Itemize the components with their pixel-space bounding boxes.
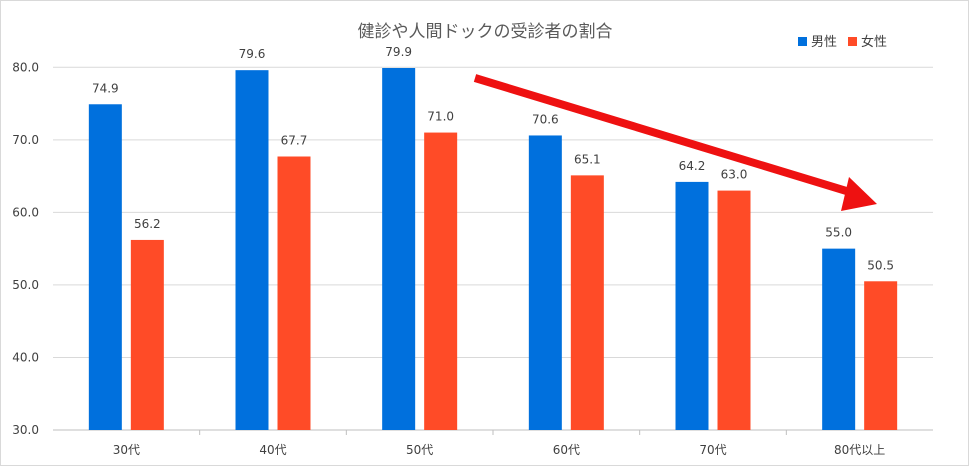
arrow-shaft xyxy=(473,74,855,197)
data-label: 64.2 xyxy=(679,159,706,173)
data-label: 55.0 xyxy=(825,226,852,240)
x-category-label: 70代 xyxy=(699,443,726,457)
data-label: 79.6 xyxy=(239,47,266,61)
data-label: 65.1 xyxy=(574,152,601,166)
bar-female xyxy=(130,239,164,430)
legend: 男性 女性 xyxy=(798,34,887,50)
bar-female xyxy=(424,132,458,430)
bar-female xyxy=(277,156,311,430)
y-axis: 30.0 40.0 50.0 60.0 70.0 80.0 xyxy=(12,60,39,437)
bar-female xyxy=(717,190,751,430)
y-tick-label: 60.0 xyxy=(12,205,39,219)
x-category-label: 50代 xyxy=(406,443,433,457)
y-tick-label: 40.0 xyxy=(12,350,39,364)
bar-male xyxy=(235,70,269,430)
bar-male xyxy=(382,67,416,431)
arrow-head xyxy=(841,177,877,211)
y-tick-label: 50.0 xyxy=(12,278,39,292)
data-label: 79.9 xyxy=(385,45,412,59)
y-tick-label: 30.0 xyxy=(12,423,39,437)
x-category-label: 80代以上 xyxy=(834,443,885,457)
data-label: 71.0 xyxy=(427,110,454,124)
x-category-label: 40代 xyxy=(259,443,286,457)
gridlines xyxy=(53,66,933,431)
legend-label: 女性 xyxy=(861,34,887,50)
data-label: 56.2 xyxy=(134,217,161,231)
bar-male xyxy=(822,248,856,430)
data-label: 63.0 xyxy=(721,168,748,182)
data-label: 50.5 xyxy=(867,258,894,272)
bar-male xyxy=(528,135,562,430)
bar-female xyxy=(570,175,604,430)
x-category-label: 60代 xyxy=(553,443,580,457)
data-label: 74.9 xyxy=(92,81,119,95)
data-labels: 74.9 56.2 79.6 67.7 79.9 71.0 70.6 65.1 64.2 63.0… xyxy=(92,45,894,272)
y-tick-label: 80.0 xyxy=(12,60,39,74)
legend-swatch xyxy=(798,37,807,46)
bar-male xyxy=(675,181,709,430)
bar-male xyxy=(88,104,122,431)
y-tick-label: 70.0 xyxy=(12,133,39,147)
trend-arrow xyxy=(473,74,877,211)
data-label: 70.6 xyxy=(532,112,559,126)
legend-label: 男性 xyxy=(811,35,837,50)
bar-female xyxy=(864,281,898,430)
bars xyxy=(88,67,898,431)
x-category-label: 30代 xyxy=(113,443,140,457)
legend-swatch xyxy=(848,37,857,46)
x-axis: 30代 40代 50代 60代 70代 80代以上 xyxy=(113,430,885,457)
chart-title: 健診や人間ドックの受診者の割合 xyxy=(358,22,613,42)
data-label: 67.7 xyxy=(281,134,308,148)
